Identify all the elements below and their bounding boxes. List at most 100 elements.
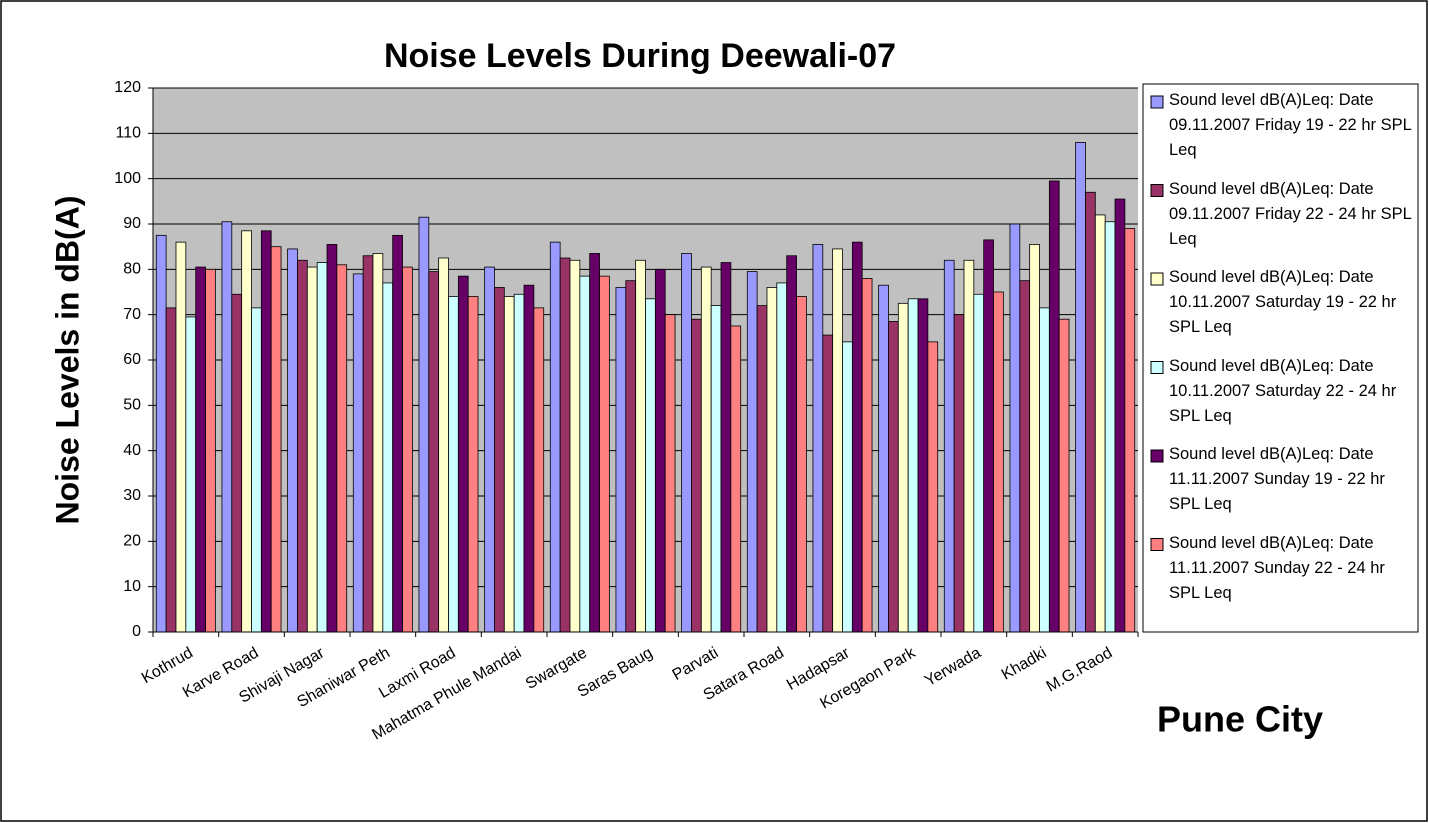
bar <box>1029 243 1040 633</box>
bar <box>1009 223 1021 633</box>
y-tick-label: 70 <box>123 306 141 323</box>
y-tick-label: 110 <box>115 125 141 142</box>
bar <box>221 221 233 633</box>
bar <box>1085 191 1096 633</box>
bar <box>710 305 722 633</box>
bar <box>700 266 712 633</box>
bar <box>1019 280 1031 633</box>
bar <box>917 298 929 633</box>
bar <box>635 259 646 633</box>
bar <box>503 296 515 633</box>
bar <box>654 268 666 633</box>
y-axis-label: Noise Levels in dB(A) <box>49 196 85 525</box>
bar <box>730 325 742 633</box>
y-tick-label: 30 <box>123 487 141 504</box>
y-tick-label: 20 <box>123 533 141 550</box>
bar <box>297 259 308 633</box>
bar <box>1124 228 1136 633</box>
bar <box>615 287 627 633</box>
y-tick-label: 90 <box>123 215 141 232</box>
bar <box>943 259 955 633</box>
bar <box>352 273 364 633</box>
bar <box>1104 221 1116 633</box>
bar <box>559 257 571 633</box>
bar <box>579 275 591 633</box>
bar <box>907 298 919 633</box>
bar <box>756 305 768 633</box>
legend-entry: Sound level dB(A)Leq: Date 11.11.2007 Su… <box>1169 445 1385 513</box>
legend-swatch <box>1150 184 1164 197</box>
bar <box>589 253 600 633</box>
y-tick-label: 50 <box>123 397 141 414</box>
bar <box>326 243 338 633</box>
bar <box>175 241 187 633</box>
bar <box>746 271 758 633</box>
legend-entry: Sound level dB(A)Leq: Date 11.11.2007 Su… <box>1169 533 1385 602</box>
bar <box>165 307 177 633</box>
bar <box>316 262 328 633</box>
y-tick-label: 120 <box>114 79 141 96</box>
legend-label: Sound level dB(A)Leq: Date 09.11.2007 Fr… <box>1169 91 1412 159</box>
bar <box>888 321 899 633</box>
bar <box>851 241 863 633</box>
bar <box>241 230 252 633</box>
y-tick-label: 100 <box>114 170 141 187</box>
bar <box>231 293 243 633</box>
bar <box>392 234 403 633</box>
y-tick-label: 0 <box>132 623 141 640</box>
bar <box>260 230 272 633</box>
bar <box>467 296 479 633</box>
bar <box>155 234 167 633</box>
bar <box>1075 141 1086 633</box>
bar <box>1058 318 1070 633</box>
bar <box>993 291 1004 633</box>
legend-swatch <box>1150 361 1164 374</box>
bar <box>878 284 889 633</box>
legend-label: Sound level dB(A)Leq: Date 11.11.2007 Su… <box>1169 533 1385 602</box>
bar <box>842 341 853 633</box>
legend-swatch <box>1150 95 1164 109</box>
y-tick-label: 10 <box>123 578 141 595</box>
bar <box>720 262 732 633</box>
bar <box>861 277 873 633</box>
legend-label: Sound level dB(A)Leq: Date 10.11.2007 Sa… <box>1169 268 1397 336</box>
legend-entry: Sound level dB(A)Leq: Date 10.11.2007 Sa… <box>1169 268 1397 336</box>
bar <box>457 275 469 633</box>
bar <box>287 248 298 633</box>
bar <box>549 241 561 633</box>
bar <box>306 266 318 633</box>
bar <box>822 334 834 633</box>
y-tick-label: 40 <box>123 442 141 459</box>
bar <box>185 316 197 633</box>
bar <box>832 248 843 633</box>
legend-entry: Sound level dB(A)Leq: Date 09.11.2007 Fr… <box>1169 180 1411 248</box>
bar <box>1039 307 1050 633</box>
bar <box>448 296 459 633</box>
bar <box>402 266 413 633</box>
bar <box>963 259 975 633</box>
bar <box>927 341 939 633</box>
legend-swatch <box>1150 449 1164 463</box>
bar <box>766 287 778 633</box>
bar <box>336 264 348 633</box>
y-tick-label: 80 <box>123 261 141 278</box>
legend-label: Sound level dB(A)Leq: Date 10.11.2007 Sa… <box>1169 356 1397 425</box>
bar <box>796 296 807 633</box>
bar <box>691 318 702 633</box>
legend-swatch <box>1150 538 1164 551</box>
bar <box>973 293 985 633</box>
bar <box>418 216 430 633</box>
bar <box>523 284 535 633</box>
bar <box>897 302 909 633</box>
bar <box>664 314 676 633</box>
bar <box>953 314 965 633</box>
bar <box>484 266 495 633</box>
bar <box>569 259 581 633</box>
x-axis-label: Pune City <box>1157 699 1323 740</box>
bar <box>786 255 797 633</box>
bar <box>372 253 384 633</box>
bar <box>681 253 692 633</box>
legend-swatch <box>1150 272 1164 286</box>
chart-title: Noise Levels During Deewali-07 <box>384 37 896 75</box>
